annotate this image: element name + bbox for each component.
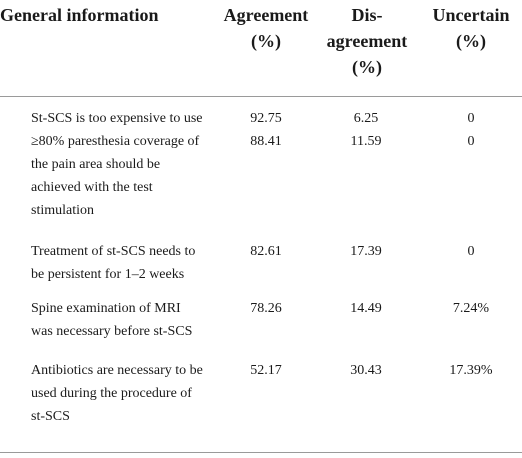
row3-label-line1: Treatment of st-SCS needs to: [31, 244, 196, 259]
row5-uncertain: 17.39%: [449, 363, 493, 378]
header-rule: [0, 96, 522, 97]
row1-label-line1: St-SCS is too expensive to use: [31, 111, 203, 126]
row2-label: ≥80% paresthesia coverage of the pain ar…: [31, 130, 199, 222]
row4-uncertain: 7.24%: [452, 301, 490, 316]
header-disagreement-line3: (%): [352, 57, 382, 77]
bottom-rule: [0, 452, 522, 453]
header-uncertain: Uncertain (%): [420, 2, 522, 54]
row5-label-line3: st-SCS: [31, 409, 70, 424]
header-disagreement: Dis- agreement (%): [314, 2, 420, 80]
header-agreement-line2: (%): [251, 31, 281, 51]
header-agreement-line1: Agreement: [223, 5, 309, 25]
row3-label-line2: be persistent for 1–2 weeks: [31, 267, 185, 282]
row5-label-line2: used during the procedure of: [31, 386, 192, 401]
row5-label-line1: Antibiotics are necessary to be: [31, 363, 203, 378]
row1-agreement: 92.75: [250, 111, 282, 126]
row5-agreement: 52.17: [250, 363, 282, 378]
row2-uncertain: 0: [467, 134, 475, 149]
row2-disagreement: 11.59: [350, 134, 382, 149]
row3-agreement: 82.61: [250, 244, 282, 259]
header-general-information: General information: [0, 5, 159, 25]
row2-label-line1: ≥80% paresthesia coverage of: [31, 134, 200, 149]
row2-label-line2: the pain area should be: [31, 157, 161, 172]
row4-agreement: 78.26: [250, 301, 282, 316]
row4-label-line2: was necessary before st-SCS: [31, 324, 193, 339]
row3-disagreement: 17.39: [350, 244, 382, 259]
row1-uncertain: 0: [467, 111, 475, 126]
row5-label: Antibiotics are necessary to be used dur…: [31, 359, 203, 428]
row2-agreement: 88.41: [250, 134, 282, 149]
row1-label: St-SCS is too expensive to use: [31, 107, 203, 130]
header-disagreement-line2: agreement: [326, 31, 408, 51]
row5-disagreement: 30.43: [350, 363, 382, 378]
row2-label-line3: achieved with the test: [31, 180, 153, 195]
row3-uncertain: 0: [467, 244, 475, 259]
row4-label: Spine examination of MRI was necessary b…: [31, 297, 192, 343]
row3-label: Treatment of st-SCS needs to be persiste…: [31, 240, 195, 286]
row4-disagreement: 14.49: [350, 301, 382, 316]
header-disagreement-line1: Dis-: [351, 5, 383, 25]
row2-label-line4: stimulation: [31, 203, 94, 218]
row1-disagreement: 6.25: [353, 111, 379, 126]
header-uncertain-line1: Uncertain: [432, 5, 510, 25]
header-agreement: Agreement (%): [210, 2, 322, 54]
row4-label-line1: Spine examination of MRI: [31, 301, 181, 316]
header-uncertain-line2: (%): [456, 31, 486, 51]
